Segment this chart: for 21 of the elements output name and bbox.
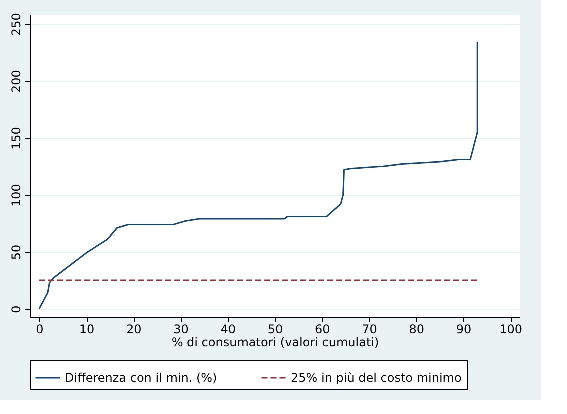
y-tick-label: 150 <box>10 127 24 150</box>
y-tick-label: 0 <box>10 306 24 314</box>
x-tick-label: 10 <box>79 322 95 336</box>
x-tick-label: 90 <box>456 322 472 336</box>
x-tick-label: 70 <box>362 322 378 336</box>
x-tick-label: 30 <box>174 322 189 336</box>
line-series <box>38 42 478 310</box>
x-tick-label: 50 <box>268 322 284 336</box>
y-tick-label: 200 <box>10 70 24 94</box>
y-tick-label: 250 <box>10 13 24 36</box>
y-tick-label: 100 <box>10 184 24 208</box>
x-tick-label: 100 <box>500 322 523 336</box>
x-tick-label: 60 <box>314 322 330 336</box>
legend-label: 25% in più del costo minimo <box>291 371 462 385</box>
x-tick-label: 80 <box>409 322 424 336</box>
x-axis-title: % di consumatori (valori cumulati) <box>172 336 380 350</box>
y-tick-label: 50 <box>10 244 24 260</box>
x-tick-label: 20 <box>126 322 142 336</box>
legend-label: Differenza con il min. (%) <box>65 371 218 385</box>
x-tick-label: 40 <box>220 322 236 336</box>
x-tick-label: 0 <box>36 322 44 336</box>
